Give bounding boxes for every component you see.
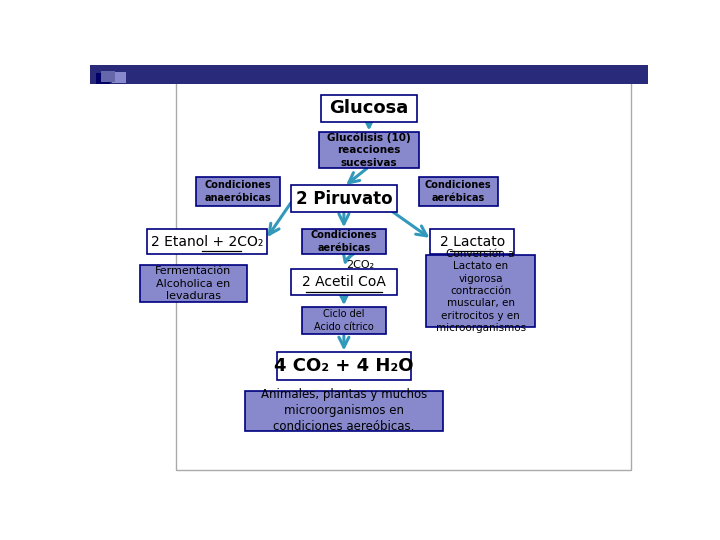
FancyBboxPatch shape bbox=[302, 307, 386, 334]
FancyBboxPatch shape bbox=[101, 71, 115, 82]
Text: 4 CO₂ + 4 H₂O: 4 CO₂ + 4 H₂O bbox=[274, 357, 413, 375]
FancyBboxPatch shape bbox=[291, 269, 397, 295]
Text: 2 Piruvato: 2 Piruvato bbox=[296, 190, 392, 208]
FancyBboxPatch shape bbox=[112, 72, 126, 83]
FancyBboxPatch shape bbox=[430, 229, 514, 254]
Text: Glucólisis (10)
reacciones
sucesivas: Glucólisis (10) reacciones sucesivas bbox=[327, 132, 411, 168]
FancyBboxPatch shape bbox=[302, 229, 386, 254]
FancyBboxPatch shape bbox=[90, 65, 648, 84]
Text: 2 Etanol + 2CO₂: 2 Etanol + 2CO₂ bbox=[151, 234, 264, 248]
Text: Condiciones
aerébicas: Condiciones aerébicas bbox=[310, 231, 377, 253]
FancyBboxPatch shape bbox=[291, 185, 397, 212]
Text: Glucosa: Glucosa bbox=[329, 99, 409, 118]
Text: Fermentación
Alcoholica en
levaduras: Fermentación Alcoholica en levaduras bbox=[155, 266, 231, 301]
Text: 2 Lactato: 2 Lactato bbox=[440, 234, 505, 248]
FancyBboxPatch shape bbox=[147, 228, 267, 254]
Text: Condiciones
anaeróbicas: Condiciones anaeróbicas bbox=[204, 180, 271, 203]
FancyBboxPatch shape bbox=[140, 265, 246, 302]
Text: Animales, plantas y muchos
microorganismos en
condiciones aereóbicas.: Animales, plantas y muchos microorganism… bbox=[261, 388, 427, 433]
FancyBboxPatch shape bbox=[318, 132, 420, 168]
Text: Conversión a
Lactato en
vigorosa
contracción
muscular, en
eritrocitos y en
micro: Conversión a Lactato en vigorosa contrac… bbox=[436, 249, 526, 333]
FancyBboxPatch shape bbox=[321, 95, 417, 122]
FancyBboxPatch shape bbox=[426, 255, 535, 327]
Text: Condiciones
aerébicas: Condiciones aerébicas bbox=[425, 180, 492, 203]
FancyBboxPatch shape bbox=[96, 73, 109, 84]
Text: Ciclo del
Acido cítrico: Ciclo del Acido cítrico bbox=[314, 309, 374, 332]
FancyBboxPatch shape bbox=[176, 77, 631, 470]
FancyBboxPatch shape bbox=[419, 177, 498, 206]
Text: 2CO₂: 2CO₂ bbox=[346, 260, 374, 270]
FancyBboxPatch shape bbox=[245, 391, 444, 431]
FancyBboxPatch shape bbox=[276, 352, 411, 380]
Text: 2 Acetil CoA: 2 Acetil CoA bbox=[302, 275, 386, 289]
FancyBboxPatch shape bbox=[196, 177, 280, 206]
